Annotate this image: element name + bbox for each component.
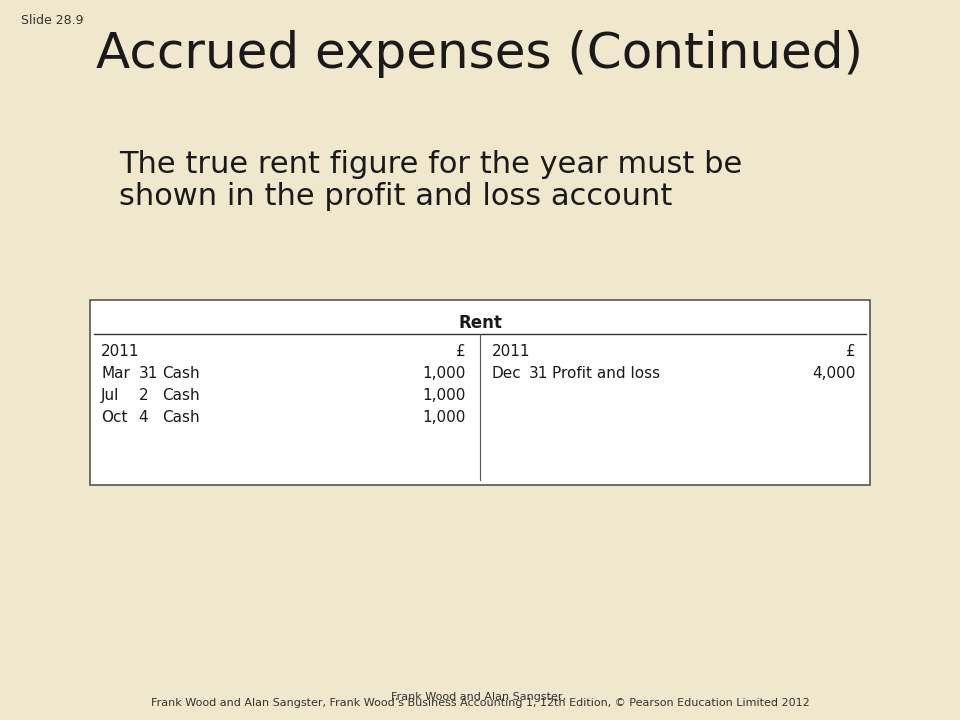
Text: Profit and loss: Profit and loss	[552, 366, 660, 381]
Text: 1,000: 1,000	[422, 388, 466, 403]
Text: £: £	[846, 344, 855, 359]
Text: Cash: Cash	[162, 410, 200, 425]
FancyBboxPatch shape	[89, 300, 871, 485]
Text: The true rent figure for the year must be: The true rent figure for the year must b…	[119, 150, 742, 179]
Text: 31: 31	[529, 366, 548, 381]
Text: 1,000: 1,000	[422, 410, 466, 425]
Text: Cash: Cash	[162, 366, 200, 381]
Text: Frank Wood and Alan Sangster,: Frank Wood and Alan Sangster,	[391, 692, 569, 702]
Text: Cash: Cash	[162, 388, 200, 403]
Text: shown in the profit and loss account: shown in the profit and loss account	[119, 182, 672, 211]
Text: Oct: Oct	[102, 410, 128, 425]
Text: 2011: 2011	[102, 344, 140, 359]
Text: Slide 28.9: Slide 28.9	[21, 14, 84, 27]
Text: 4: 4	[138, 410, 148, 425]
Text: Dec: Dec	[492, 366, 521, 381]
Text: Rent: Rent	[458, 314, 502, 332]
Text: Mar: Mar	[102, 366, 131, 381]
Text: 1,000: 1,000	[422, 366, 466, 381]
Text: Jul: Jul	[102, 388, 120, 403]
Text: Frank Wood and Alan Sangster, Frank Wood’s Business Accounting 1, 12th Edition, : Frank Wood and Alan Sangster, Frank Wood…	[151, 698, 809, 708]
Text: 4,000: 4,000	[812, 366, 855, 381]
Text: 31: 31	[138, 366, 157, 381]
Text: 2011: 2011	[492, 344, 530, 359]
Text: £: £	[456, 344, 466, 359]
Text: 2: 2	[138, 388, 148, 403]
Text: Accrued expenses (Continued): Accrued expenses (Continued)	[97, 30, 863, 78]
